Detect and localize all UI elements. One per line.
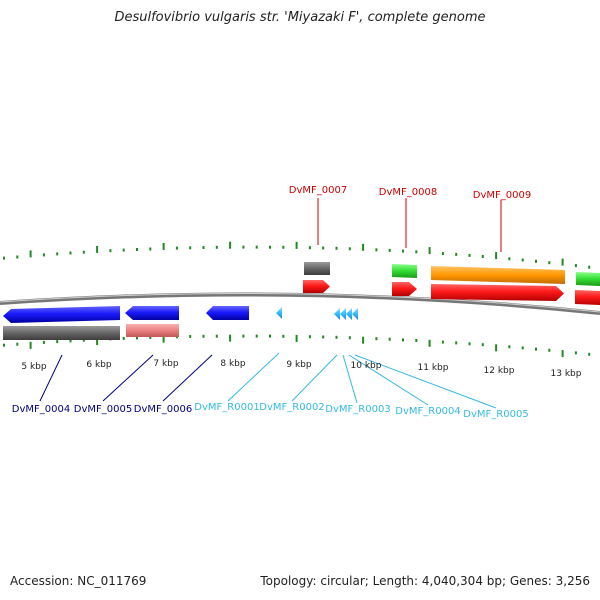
gene-box-dvmf-0007[interactable] [304, 262, 330, 275]
gene-label-dvmf-r0001[interactable]: DvMF_R0001 [194, 402, 259, 413]
upper-tick-row [3, 241, 591, 269]
scale-label-12kbp: 12 kbp [484, 366, 515, 376]
gene-label-dvmf-0007[interactable]: DvMF_0007 [289, 185, 347, 196]
leader-line-dvmf-r0003 [342, 354, 358, 404]
genome-backbone [0, 292, 600, 315]
trna-arrow-dvmf-r0005[interactable] [352, 308, 358, 320]
gene-label-dvmf-0009[interactable]: DvMF_0009 [473, 190, 531, 201]
leader-line-dvmf-0005 [102, 354, 154, 402]
scale-label-9kbp: 9 kbp [286, 360, 312, 370]
gene-labels: DvMF_0004 DvMF_0005 DvMF_0006 DvMF_R0001… [12, 185, 531, 420]
genome-backbone-highlight [0, 293, 600, 313]
scale-label-8kbp: 8 kbp [220, 359, 246, 369]
cds-arrow-dvmf-0006[interactable] [206, 306, 249, 320]
gene-label-dvmf-r0002[interactable]: DvMF_R0002 [259, 402, 324, 413]
scale-label-11kbp: 11 kbp [418, 363, 449, 373]
trna-arrow-dvmf-r0003[interactable] [340, 308, 346, 320]
cds-arrow-dvmf-0005[interactable] [125, 306, 179, 320]
gene-label-dvmf-r0005[interactable]: DvMF_R0005 [463, 409, 528, 420]
cds-arrow-dvmf-0004[interactable] [3, 306, 120, 323]
scale-label-7kbp: 7 kbp [153, 359, 179, 369]
trna-arrow-dvmf-r0004[interactable] [346, 308, 352, 320]
gene-label-dvmf-0006[interactable]: DvMF_0006 [134, 404, 192, 415]
leader-line-dvmf-r0002 [291, 354, 338, 402]
leader-line-dvmf-r0004 [348, 354, 429, 406]
rrna-feature-dvmf-0008[interactable] [392, 264, 417, 278]
rrna-feature-next[interactable] [576, 272, 600, 286]
cds-arrow-dvmf-0007[interactable] [303, 280, 330, 293]
gene-box-dvmf-0004[interactable] [3, 326, 120, 340]
cds-arrow-next[interactable] [575, 290, 600, 305]
gene-label-dvmf-r0003[interactable]: DvMF_R0003 [325, 404, 390, 415]
genome-title: Desulfovibrio vulgaris str. 'Miyazaki F'… [114, 10, 486, 25]
leader-line-dvmf-0004 [39, 354, 63, 402]
trna-arrow-dvmf-r0001[interactable] [276, 307, 282, 319]
scale-label-10kbp: 10 kbp [351, 361, 382, 371]
gene-label-dvmf-0005[interactable]: DvMF_0005 [74, 404, 132, 415]
gene-label-dvmf-0004[interactable]: DvMF_0004 [12, 404, 70, 415]
cds-arrow-dvmf-0009[interactable] [431, 284, 564, 301]
accession-label: Accession: NC_011769 [10, 574, 147, 588]
gene-label-dvmf-0008[interactable]: DvMF_0008 [379, 187, 437, 198]
trna-arrow-dvmf-r0002[interactable] [334, 308, 340, 320]
leader-lines [39, 198, 502, 409]
scale-label-6kbp: 6 kbp [86, 360, 112, 370]
scale-labels: 5 kbp 6 kbp 7 kbp 8 kbp 9 kbp 10 kbp 11 … [21, 359, 581, 379]
orange-feature-dvmf-0009[interactable] [431, 266, 565, 284]
gene-label-dvmf-r0004[interactable]: DvMF_R0004 [395, 406, 460, 417]
scale-label-13kbp: 13 kbp [551, 369, 582, 379]
scale-label-5kbp: 5 kbp [21, 362, 47, 372]
leader-line-dvmf-r0005 [354, 354, 497, 409]
cds-arrow-dvmf-0008[interactable] [392, 282, 417, 296]
topology-label: Topology: circular; Length: 4,040,304 bp… [260, 574, 590, 588]
pink-feature-dvmf-0005[interactable] [126, 324, 179, 337]
leader-line-dvmf-0006 [162, 354, 213, 402]
leader-line-dvmf-r0001 [227, 352, 280, 402]
